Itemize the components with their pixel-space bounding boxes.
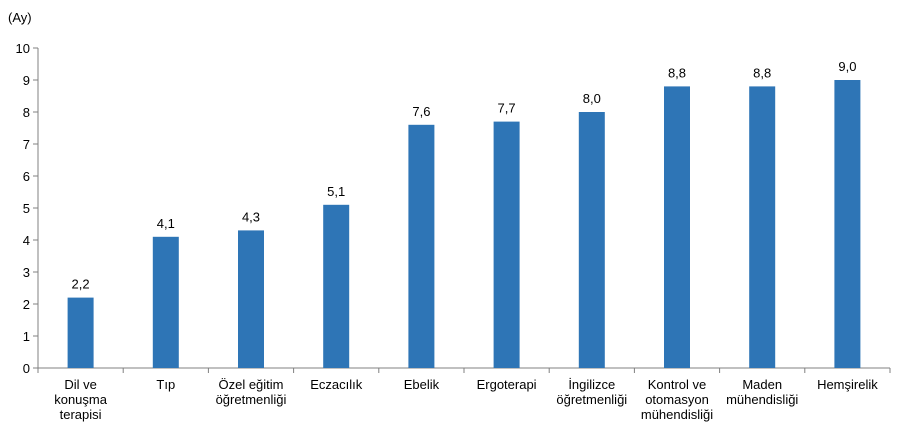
- bar-value-label: 7,6: [412, 104, 430, 119]
- bar: [664, 86, 690, 369]
- y-tick-label: 5: [23, 201, 30, 216]
- y-tick-label: 2: [23, 297, 30, 312]
- category-label: mühendisliği: [641, 407, 713, 422]
- category-label: Eczacılık: [310, 377, 363, 392]
- category-label: Özel eğitim: [218, 377, 283, 392]
- y-tick-label: 7: [23, 137, 30, 152]
- category-label: İngilizce: [568, 377, 615, 392]
- bar: [493, 121, 520, 368]
- bar: [323, 204, 350, 368]
- y-tick-label: 9: [23, 73, 30, 88]
- category-label: Ebelik: [404, 377, 440, 392]
- bar-value-label: 8,0: [583, 91, 601, 106]
- bar-value-label: 8,8: [753, 65, 771, 80]
- category-label: Hemşirelik: [817, 377, 878, 392]
- category-label: Maden: [742, 377, 782, 392]
- category-label: Dil ve: [64, 377, 97, 392]
- bar-value-label: 5,1: [327, 184, 345, 199]
- bar: [578, 112, 605, 368]
- category-label: öğretmenliği: [216, 392, 287, 407]
- category-label: Tıp: [156, 377, 175, 392]
- y-tick-label: 10: [16, 41, 30, 56]
- category-label: terapisi: [60, 407, 102, 422]
- bar: [152, 236, 179, 368]
- y-tick-label: 4: [23, 233, 30, 248]
- bar: [67, 297, 94, 368]
- y-tick-label: 3: [23, 265, 30, 280]
- bar-value-label: 2,2: [72, 277, 90, 292]
- bar: [238, 230, 264, 368]
- bar-value-label: 8,8: [668, 65, 686, 80]
- category-label: otomasyon: [645, 392, 709, 407]
- bar: [408, 124, 435, 368]
- category-label: mühendisliği: [726, 392, 798, 407]
- bar-value-label: 7,7: [498, 101, 516, 116]
- y-tick-label: 8: [23, 105, 30, 120]
- y-tick-label: 6: [23, 169, 30, 184]
- y-axis-unit-label: (Ay): [8, 10, 32, 25]
- category-label: konuşma: [54, 392, 108, 407]
- value-labels-group: 2,2 4,1 4,3 5,1 7,6 7,7 8,0 8,8 8,8 9,0: [72, 59, 857, 292]
- bar: [749, 86, 776, 369]
- y-tick-label: 1: [23, 329, 30, 344]
- bar-value-label: 4,1: [157, 216, 175, 231]
- category-label: öğretmenliği: [556, 392, 627, 407]
- category-label: Kontrol ve: [648, 377, 707, 392]
- category-label: Ergoterapi: [477, 377, 537, 392]
- bar-value-label: 9,0: [838, 59, 856, 74]
- bars-group: [67, 80, 861, 369]
- x-axis: [37, 367, 891, 373]
- bar: [834, 80, 861, 368]
- y-axis: 0 1 2 3 4 5 6 7 8 9 10: [16, 41, 39, 376]
- bar-value-label: 4,3: [242, 209, 260, 224]
- y-tick-label: 0: [23, 361, 30, 376]
